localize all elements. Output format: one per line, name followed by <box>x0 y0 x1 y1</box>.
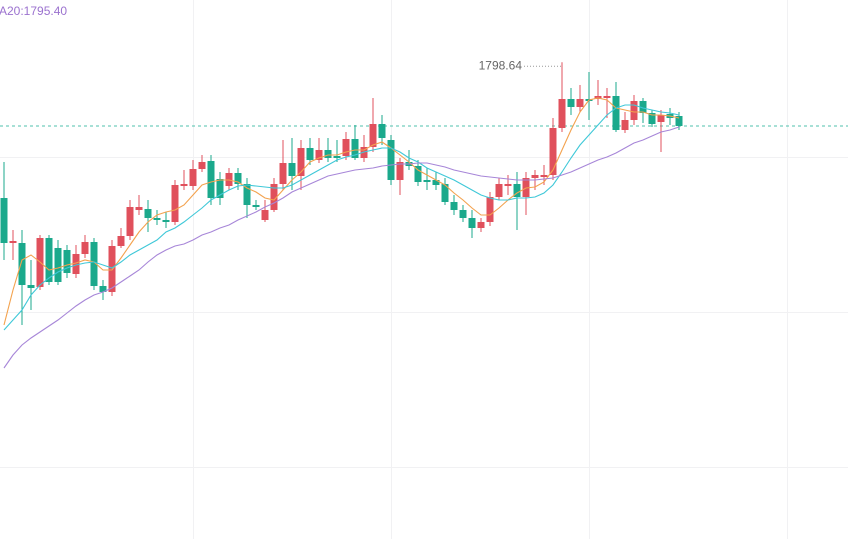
candle-body <box>324 150 332 158</box>
candle-body <box>459 210 467 218</box>
candle-body <box>27 285 35 288</box>
high-label: 1798.64 <box>479 58 523 72</box>
candle-body <box>387 140 395 180</box>
candle-body <box>378 124 386 138</box>
candle-body <box>18 243 26 285</box>
candle-body <box>342 139 350 156</box>
candle-body <box>171 185 179 222</box>
ma-line <box>3 104 680 331</box>
candle-body <box>468 218 476 228</box>
candle-body <box>423 180 431 182</box>
candle-body <box>648 113 656 124</box>
candle-body <box>477 222 485 228</box>
candle-body <box>108 246 116 292</box>
candle-body <box>315 150 323 160</box>
candle-body <box>54 248 62 282</box>
candle-body <box>63 250 71 273</box>
candle-body <box>207 161 215 198</box>
candle-body <box>288 163 296 176</box>
candle-body <box>333 156 341 158</box>
candle-body <box>45 238 53 282</box>
candle-body <box>72 254 80 274</box>
candle-body <box>351 139 359 158</box>
candle-body <box>180 184 188 186</box>
candle-body <box>0 198 8 243</box>
candle-body <box>369 124 377 147</box>
candle-body <box>135 207 143 210</box>
candle-body <box>81 242 89 254</box>
candle-body <box>639 101 647 113</box>
candle-body <box>144 209 152 218</box>
candle-body <box>117 236 125 246</box>
candle-body <box>189 169 197 186</box>
ma-line <box>3 126 680 369</box>
candle-body <box>432 180 440 185</box>
candle-body <box>675 116 683 126</box>
candle-body <box>216 179 224 198</box>
candle-body <box>603 96 611 98</box>
ma-legend: A20:1795.40 <box>0 4 67 18</box>
candle-body <box>279 163 287 184</box>
candle-body <box>414 166 422 182</box>
candle-body <box>567 99 575 107</box>
candle-body <box>162 220 170 222</box>
candle-body <box>495 184 503 197</box>
candle-body <box>306 148 314 160</box>
candle-body <box>576 99 584 107</box>
candle-body <box>261 210 269 220</box>
candle-body <box>153 218 161 220</box>
ma-line <box>3 97 680 326</box>
candle-body <box>9 241 17 243</box>
candle-body <box>558 99 566 128</box>
candle-body <box>630 101 638 120</box>
candle-body <box>450 202 458 210</box>
candle-body <box>540 175 548 177</box>
candle-body <box>90 242 98 286</box>
candle-body <box>396 162 404 180</box>
candle-body <box>531 175 539 178</box>
candle-body <box>234 173 242 184</box>
candle-body <box>504 184 512 186</box>
candle-body <box>126 207 134 236</box>
candle-body <box>243 184 251 205</box>
candle-body <box>612 96 620 130</box>
candle-body <box>657 115 665 122</box>
candle-body <box>513 184 521 197</box>
candle-body <box>252 205 260 207</box>
candle-body <box>270 184 278 210</box>
candle-body <box>297 148 305 176</box>
candle-body <box>198 162 206 169</box>
candles <box>0 62 683 325</box>
candle-body <box>486 197 494 222</box>
candle-body <box>549 128 557 175</box>
candle-body <box>441 184 449 202</box>
candle-body <box>621 120 629 130</box>
candle-body <box>99 286 107 292</box>
